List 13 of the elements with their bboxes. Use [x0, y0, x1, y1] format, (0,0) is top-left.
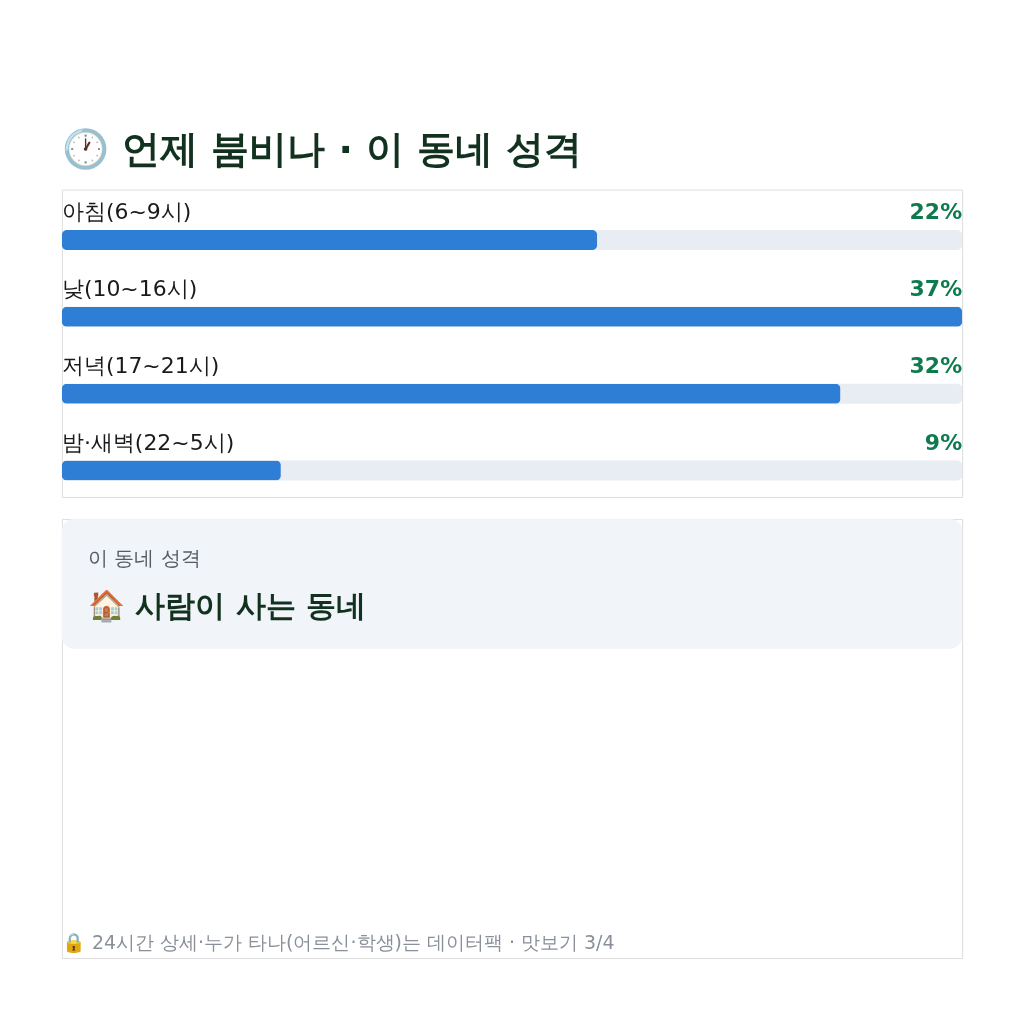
- bar: [61, 460, 281, 481]
- data-label: 9%: [924, 429, 963, 455]
- text: 🔒 24시간 상세·누가 타나(어르신·학생)는 데이터팩 · 맛보기 3/4: [61, 931, 615, 955]
- data-label: 32%: [909, 352, 963, 378]
- data-label: 22%: [909, 199, 963, 225]
- y-tick-label: 낮(10~16시): [61, 275, 198, 301]
- y-tick-label: 아침(6~9시): [61, 199, 192, 225]
- y-tick-label: 저녁(17~21시): [61, 352, 220, 378]
- data-label: 37%: [909, 275, 963, 301]
- chart-title: 🕐 언제 붐비나 · 이 동네 성격: [61, 126, 583, 171]
- text: 🏠 사람이 사는 동네: [87, 587, 367, 623]
- text: 이 동네 성격: [87, 545, 201, 570]
- y-tick-label: 밤·새벽(22~5시): [61, 429, 235, 455]
